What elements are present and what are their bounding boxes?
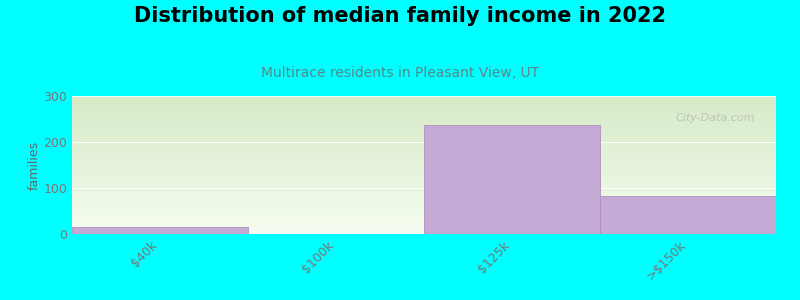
Bar — [72, 227, 248, 234]
Text: Multirace residents in Pleasant View, UT: Multirace residents in Pleasant View, UT — [261, 66, 539, 80]
Bar — [424, 124, 600, 234]
Y-axis label: families: families — [27, 140, 41, 190]
Text: Distribution of median family income in 2022: Distribution of median family income in … — [134, 6, 666, 26]
Bar — [600, 196, 776, 234]
Text: City-Data.com: City-Data.com — [675, 112, 755, 123]
